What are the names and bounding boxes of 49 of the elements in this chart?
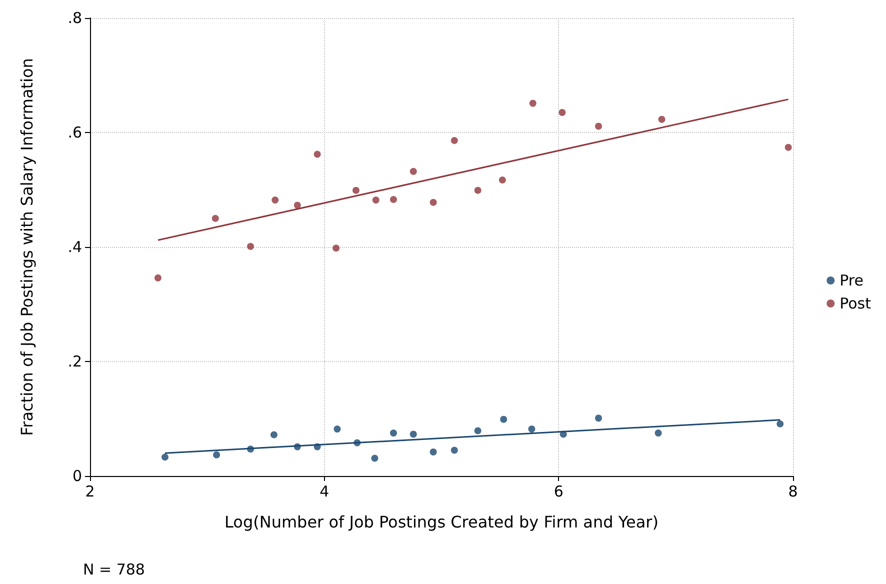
point <box>529 100 536 107</box>
y-tick-label: .2 <box>68 352 82 370</box>
point <box>776 420 784 428</box>
y-tick-label: .4 <box>68 238 82 256</box>
point <box>410 168 417 175</box>
point <box>161 454 168 461</box>
point <box>352 186 360 194</box>
point <box>430 448 437 456</box>
point <box>372 196 380 204</box>
y-tick-label: .8 <box>68 9 82 27</box>
point <box>654 430 662 437</box>
y-tick-label: 0 <box>72 467 82 485</box>
point <box>558 108 566 116</box>
point <box>528 426 536 433</box>
y-tick-label: .6 <box>68 124 82 142</box>
point <box>247 242 254 250</box>
point <box>272 196 279 204</box>
point <box>474 186 482 194</box>
x-axis-title: Log(Number of Job Postings Created by Firm and Year) <box>224 512 658 532</box>
x-tick-label: 4 <box>320 482 330 500</box>
point <box>498 176 506 184</box>
point <box>154 274 162 282</box>
y-axis-title: Fraction of Job Postings with Salary Information <box>18 58 36 436</box>
point <box>212 214 219 222</box>
point <box>332 244 340 252</box>
x-tick-label: 6 <box>554 482 564 500</box>
x-tick-label: 8 <box>788 482 798 500</box>
point <box>371 454 378 462</box>
point <box>595 122 602 130</box>
point <box>334 426 341 433</box>
legend-label: Post <box>840 294 872 312</box>
point <box>390 430 397 437</box>
point <box>430 198 437 206</box>
point <box>294 202 301 209</box>
legend-label: Pre <box>840 272 864 290</box>
point <box>500 416 508 423</box>
point <box>314 150 321 158</box>
point <box>450 446 458 454</box>
point <box>658 116 666 123</box>
point <box>270 431 278 438</box>
point <box>410 430 417 438</box>
point <box>390 196 397 203</box>
text: N = 788 <box>83 560 145 578</box>
point <box>213 451 220 458</box>
point <box>474 427 482 434</box>
point <box>784 144 792 151</box>
point <box>450 137 458 144</box>
point <box>595 414 602 422</box>
x-tick-label: 2 <box>85 482 95 500</box>
